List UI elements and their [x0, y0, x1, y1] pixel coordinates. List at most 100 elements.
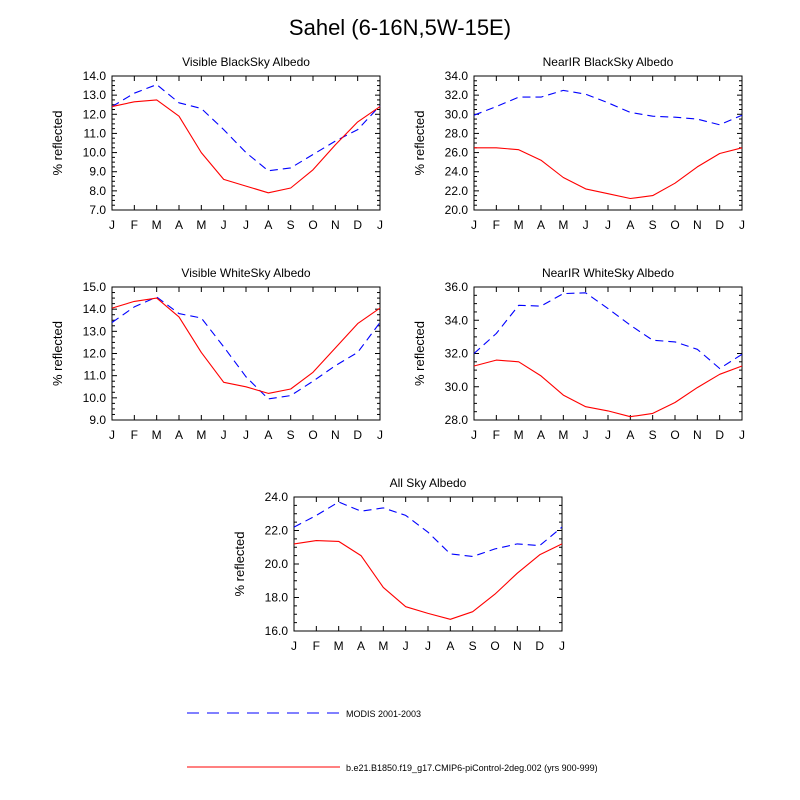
x-tick-label: J: [559, 639, 565, 653]
x-tick-label: S: [287, 218, 295, 232]
x-tick-label: A: [264, 218, 272, 232]
y-tick-label: 28.0: [445, 126, 469, 140]
y-tick-label: 16.0: [265, 624, 289, 638]
x-tick-label: O: [308, 218, 317, 232]
plot-frame: [473, 286, 743, 421]
y-tick-label: 32.0: [445, 88, 469, 102]
x-tick-label: S: [287, 428, 295, 442]
x-tick-label: A: [357, 639, 365, 653]
x-tick-label: A: [446, 639, 454, 653]
y-tick-label: 36.0: [445, 280, 469, 294]
y-axis-label: % reflected: [50, 321, 65, 386]
y-tick-label: 20.0: [445, 203, 469, 217]
panel-title: NearIR BlackSky Albedo: [543, 55, 674, 69]
y-tick-label: 18.0: [265, 591, 289, 605]
legend-label-model: b.e21.B1850.f19_g17.CMIP6-piControl-2deg…: [346, 763, 598, 773]
x-tick-label: J: [221, 428, 227, 442]
x-tick-label: S: [649, 218, 657, 232]
x-tick-label: M: [558, 218, 568, 232]
x-tick-label: J: [739, 218, 745, 232]
x-tick-label: F: [313, 639, 320, 653]
x-tick-label: F: [493, 428, 500, 442]
x-tick-label: O: [670, 218, 679, 232]
x-tick-label: J: [739, 428, 745, 442]
x-tick-label: J: [243, 218, 249, 232]
legend-entry-modis: MODIS 2001-2003: [187, 709, 421, 719]
x-tick-label: J: [243, 428, 249, 442]
y-axis-label: % reflected: [50, 110, 65, 175]
x-tick-label: A: [264, 428, 272, 442]
panel-nearir-whitesky: NearIR WhiteSky Albedo 28.0 30.0 32.0 34.0 36…: [412, 266, 745, 442]
y-tick-label: 30.0: [445, 107, 469, 121]
x-tick-label: A: [537, 428, 545, 442]
y-tick-label: 9.0: [89, 413, 106, 427]
plot-frame: [111, 286, 381, 421]
x-tick-label: J: [471, 218, 477, 232]
series-line-modis: [473, 292, 743, 370]
x-tick-label: N: [331, 218, 340, 232]
y-tick-label: 11.0: [84, 126, 107, 140]
y-tick-label: 8.0: [89, 184, 106, 198]
x-tick-label: S: [469, 639, 477, 653]
y-tick-label: 30.0: [445, 380, 469, 394]
y-tick-label: 24.0: [445, 165, 469, 179]
x-tick-label: J: [109, 428, 115, 442]
x-tick-label: S: [649, 428, 657, 442]
x-tick-label: J: [377, 428, 383, 442]
x-tick-label: A: [626, 218, 634, 232]
x-tick-label: J: [605, 428, 611, 442]
y-tick-label: 15.0: [83, 280, 107, 294]
panel-title: NearIR WhiteSky Albedo: [542, 266, 674, 280]
series-line-model: [473, 359, 743, 418]
panel-title: Visible WhiteSky Albedo: [181, 266, 311, 280]
x-tick-label: J: [291, 639, 297, 653]
y-tick-label: 34.0: [445, 69, 469, 83]
x-tick-label: D: [535, 639, 544, 653]
x-tick-label: J: [377, 218, 383, 232]
y-tick-label: 7.0: [89, 203, 106, 217]
y-tick-label: 9.0: [89, 165, 106, 179]
series-line-modis: [111, 296, 381, 400]
y-tick-label: 22.0: [445, 184, 469, 198]
x-tick-label: O: [670, 428, 679, 442]
y-tick-label: 24.0: [265, 490, 289, 504]
series-line-model: [474, 147, 743, 200]
panel-title: Visible BlackSky Albedo: [182, 55, 310, 69]
x-tick-label: J: [583, 428, 589, 442]
legend: MODIS 2001-2003 b.e21.B1850.f19_g17.CMIP…: [187, 709, 598, 773]
y-tick-label: 22.0: [265, 524, 289, 538]
x-tick-label: F: [131, 218, 138, 232]
plot-frame: [111, 75, 381, 211]
y-tick-label: 13.0: [83, 324, 107, 338]
x-tick-label: O: [308, 428, 317, 442]
y-tick-label: 13.0: [83, 88, 107, 102]
x-tick-label: J: [109, 218, 115, 232]
x-tick-label: A: [626, 428, 634, 442]
y-axis-label: % reflected: [412, 321, 427, 386]
x-tick-label: M: [152, 428, 162, 442]
y-tick-label: 14.0: [83, 69, 107, 83]
x-tick-label: N: [693, 428, 702, 442]
y-tick-label: 34.0: [445, 313, 469, 327]
x-tick-label: M: [514, 428, 524, 442]
x-tick-label: M: [378, 639, 388, 653]
x-tick-label: F: [131, 428, 138, 442]
figure-title: Sahel (6-16N,5W-15E): [289, 15, 511, 40]
plot-frame: [473, 75, 743, 211]
y-tick-label: 28.0: [445, 413, 469, 427]
y-tick-label: 20.0: [265, 557, 289, 571]
panel-visible-whitesky: Visible WhiteSky Albedo 9.0 10.0 11.0 12.0 13…: [50, 266, 383, 442]
y-axis-label: % reflected: [232, 531, 247, 596]
legend-label-modis: MODIS 2001-2003: [346, 709, 421, 719]
x-tick-label: A: [537, 218, 545, 232]
x-tick-label: M: [514, 218, 524, 232]
series-line-modis: [473, 89, 743, 126]
y-tick-label: 12.0: [83, 347, 107, 361]
x-tick-label: A: [175, 428, 183, 442]
x-tick-label: J: [403, 639, 409, 653]
series-line-modis: [111, 84, 381, 172]
x-tick-label: D: [715, 428, 724, 442]
x-tick-label: N: [513, 639, 522, 653]
